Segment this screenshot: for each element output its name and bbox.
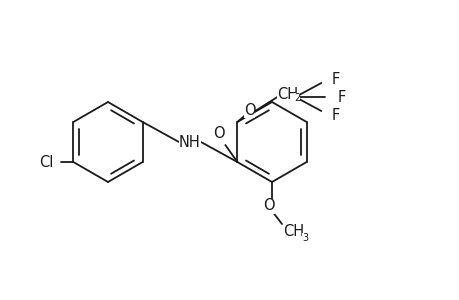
Text: CH: CH (276, 86, 297, 101)
Text: 3: 3 (301, 233, 308, 243)
Text: O: O (213, 125, 225, 140)
Text: CH: CH (283, 224, 304, 239)
Text: F: F (330, 107, 339, 122)
Text: NH: NH (179, 134, 201, 149)
Text: F: F (336, 89, 345, 104)
Text: F: F (330, 71, 339, 86)
Text: O: O (263, 199, 274, 214)
Text: Cl: Cl (39, 154, 53, 169)
Text: O: O (243, 103, 255, 118)
Text: 2: 2 (294, 93, 300, 103)
